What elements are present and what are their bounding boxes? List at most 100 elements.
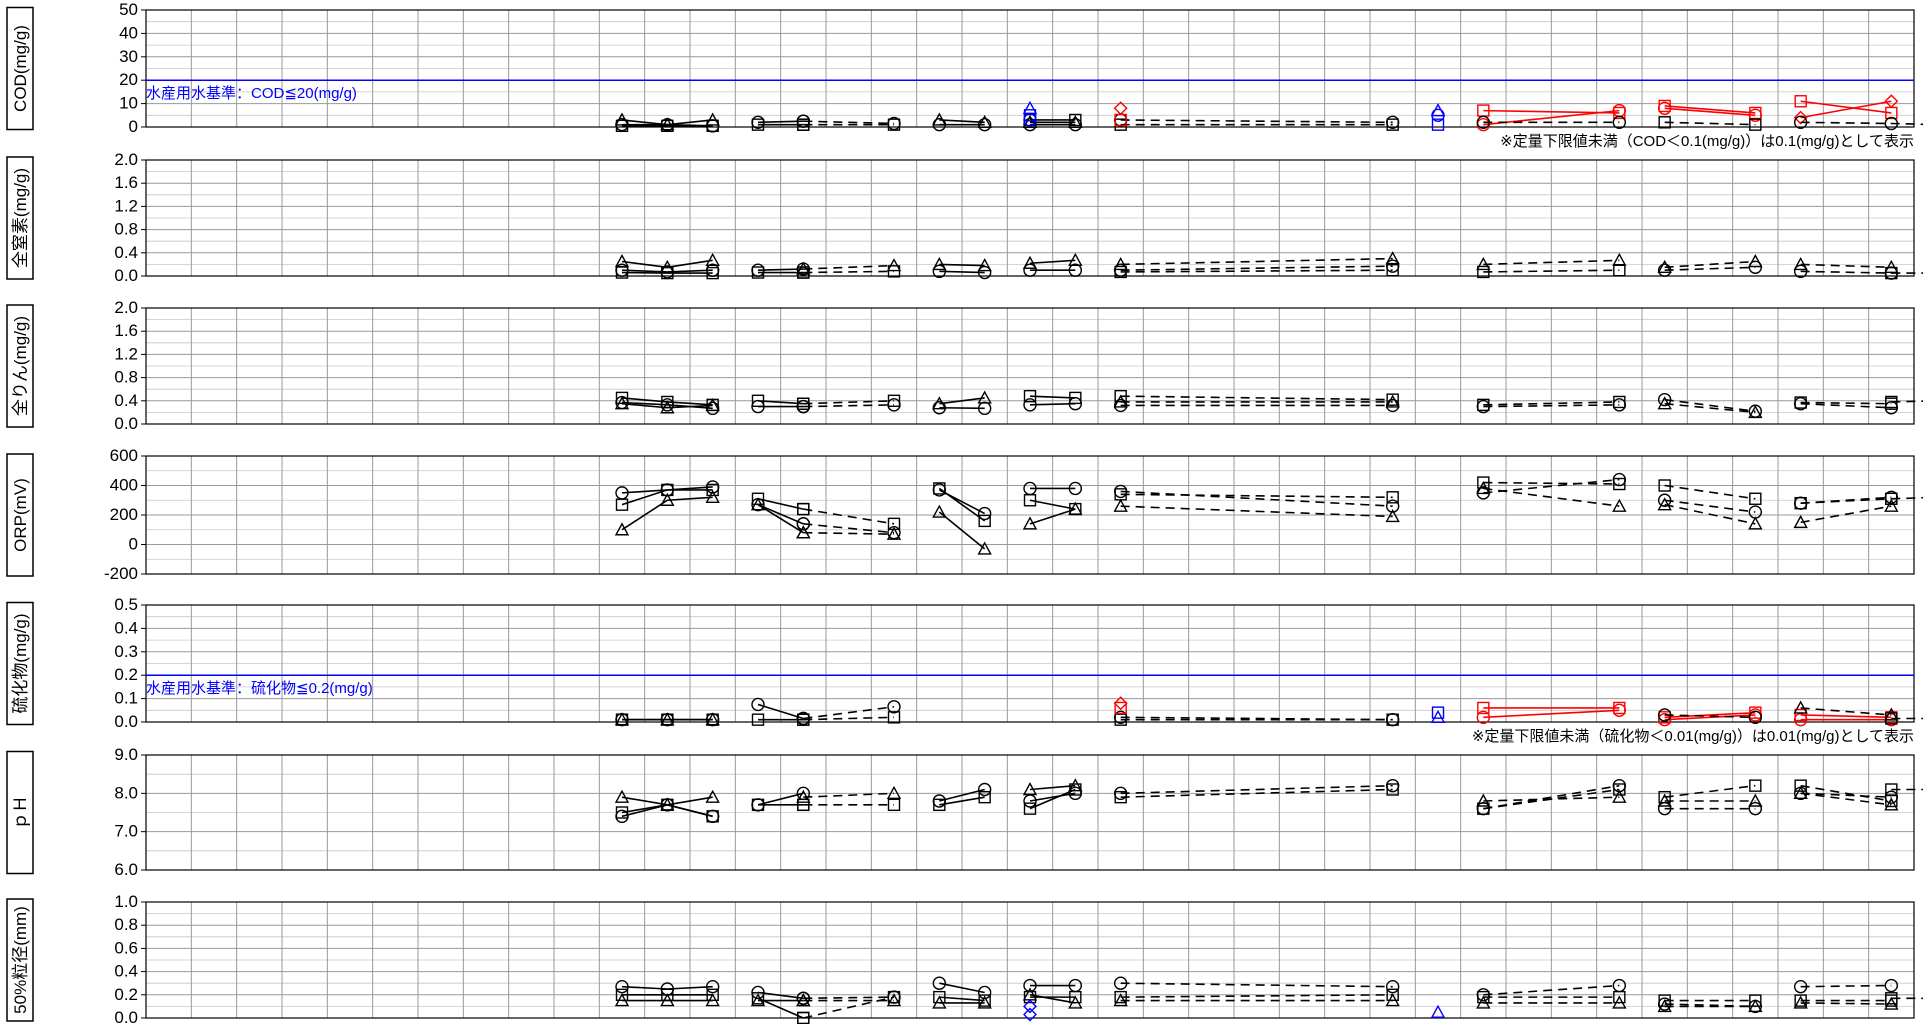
series-line [1029, 499, 1076, 510]
series-line [757, 997, 804, 1019]
data-point-circle [1385, 499, 1400, 513]
data-point-triangle [614, 993, 630, 1007]
data-point-square [751, 992, 765, 1005]
data-point-circle [932, 976, 947, 990]
data-point-square [1386, 713, 1399, 726]
data-point-circle [1612, 398, 1627, 412]
data-point-square [1386, 491, 1399, 504]
data-point-circle [977, 401, 992, 416]
data-point-square [1431, 706, 1445, 719]
data-point-circle [705, 401, 720, 416]
data-point-square [615, 806, 629, 819]
data-point-square [1386, 264, 1399, 277]
data-point-triangle [796, 525, 811, 539]
data-point-triangle [932, 256, 947, 271]
data-point-triangle [1022, 516, 1038, 530]
data-point-square [751, 118, 765, 131]
y-tick-label: 8.0 [114, 783, 138, 802]
series-line [1800, 100, 1892, 119]
data-point-triangle [796, 993, 811, 1007]
data-point-circle [1068, 117, 1083, 132]
data-point-circle [1023, 263, 1037, 277]
data-point-triangle [1748, 998, 1763, 1013]
data-point-triangle [932, 995, 947, 1009]
data-point-circle [977, 782, 992, 797]
series-line [1483, 788, 1620, 810]
chart-panel-7: 0.0 0.2 0.4 0.6 0.8 1.0 50%粒径(mm) [6, 892, 1923, 1024]
data-point-square [706, 119, 719, 133]
series-line [1029, 784, 1076, 791]
data-point-triangle [1068, 114, 1083, 129]
series-line [1483, 404, 1620, 408]
y-tick-label: 0.0 [114, 1008, 138, 1024]
data-point-square [1885, 992, 1898, 1005]
y-tick-label: 6.0 [114, 860, 138, 879]
chart-panel-5: 0.0 0.1 0.2 0.3 0.4 0.5 硫化物(mg/g) 水産用水基準：硫化物≦0.… [6, 595, 1923, 745]
data-point-circle [1657, 263, 1672, 277]
series-line [803, 716, 895, 721]
data-point-triangle [705, 397, 720, 412]
data-point-triangle [705, 489, 720, 503]
data-point-circle [1748, 801, 1763, 816]
data-point-square [751, 266, 765, 279]
data-point-triangle [705, 789, 720, 803]
series-line [1664, 398, 1756, 413]
series-line [1800, 1002, 1892, 1005]
data-point-circle [615, 979, 629, 994]
series-line [757, 497, 804, 510]
data-point-circle [932, 117, 947, 132]
plot-frame [145, 455, 1915, 575]
data-point-triangle [1113, 993, 1128, 1007]
series-line [1800, 984, 1892, 988]
series-line [1029, 792, 1076, 802]
data-point-triangle [660, 993, 675, 1007]
y-axis-label-box [6, 898, 34, 1022]
data-point-triangle [886, 258, 902, 272]
data-point-triangle [1476, 256, 1491, 271]
data-point-square [1069, 391, 1082, 405]
data-point-square [1794, 95, 1807, 108]
data-point-circle [977, 265, 992, 280]
data-point-square [1477, 701, 1490, 715]
series-line [803, 120, 895, 125]
data-point-square [751, 713, 765, 726]
data-point-triangle [750, 497, 766, 511]
y-tick-label: 0 [129, 535, 138, 554]
data-point-circle [887, 398, 901, 412]
series-line [757, 268, 804, 271]
series-line [803, 531, 895, 535]
data-point-square [615, 498, 629, 511]
data-point-circle [660, 398, 675, 412]
data-point-square [751, 798, 765, 812]
data-point-circle [977, 117, 992, 132]
series-line [757, 991, 804, 1000]
y-tick-label: 0.4 [114, 618, 138, 637]
series-line [1800, 100, 1892, 114]
data-point-triangle [1612, 252, 1627, 267]
series-line [621, 804, 713, 818]
y-tick-label: 1.2 [114, 196, 138, 215]
data-point-triangle [1612, 995, 1627, 1009]
series-line [803, 264, 895, 270]
data-point-circle [932, 401, 947, 415]
data-point-circle [977, 506, 992, 521]
data-point-circle [751, 697, 765, 712]
series-line [1120, 505, 1393, 518]
y-axis-label-box [6, 156, 34, 280]
series-line [1120, 994, 1393, 998]
series-line [757, 400, 804, 405]
series-line [1120, 257, 1393, 266]
series-line [939, 406, 985, 410]
data-point-circle [615, 809, 629, 824]
data-point-square [1885, 783, 1898, 796]
series-line [757, 503, 804, 534]
series-line [1120, 395, 1393, 401]
data-point-square [1477, 265, 1490, 279]
data-point-circle [796, 517, 811, 531]
y-tick-label: 0.5 [114, 595, 138, 614]
data-point-triangle [614, 789, 630, 803]
data-point-square [1114, 113, 1127, 127]
data-point-circle [1068, 397, 1083, 411]
data-point-circle [1068, 481, 1083, 496]
y-tick-label: 2.0 [114, 150, 138, 169]
